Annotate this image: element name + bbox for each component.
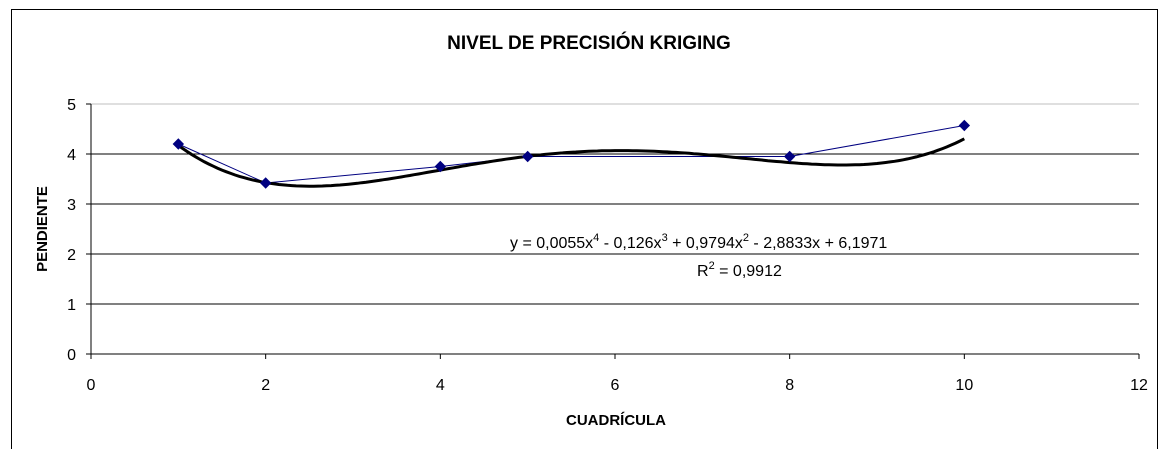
eq-part-2: - 0,126x (599, 235, 661, 252)
gridlines (91, 103, 1139, 305)
x-tick-label-12: 12 (1130, 377, 1148, 394)
eq-exp-3: 2 (743, 232, 749, 244)
x-tick-label-10: 10 (955, 377, 973, 394)
axes (86, 103, 1140, 359)
data-point-1 (172, 138, 185, 150)
y-tick-label-4: 4 (67, 147, 76, 164)
r2-suffix: = 0,9912 (715, 263, 782, 280)
eq-exp-2: 3 (662, 232, 668, 244)
trendline-path (177, 137, 965, 188)
data-point-10 (958, 119, 971, 132)
y-tick-label-3: 3 (67, 197, 76, 214)
chart-frame (11, 9, 1158, 449)
r2-prefix: R (697, 263, 709, 280)
data-point-5 (521, 150, 534, 163)
x-tick-label-4: 4 (436, 377, 445, 394)
x-tick-label-0: 0 (87, 377, 96, 394)
eq-part-1: y = 0,0055x (510, 235, 593, 252)
trendline-equation: y = 0,0055x4 - 0,126x3 + 0,9794x2 - 2,88… (510, 232, 887, 252)
x-tick-label-8: 8 (785, 377, 794, 394)
markers (172, 119, 971, 189)
eq-part-3: + 0,9794x (668, 235, 743, 252)
y-tick-label-2: 2 (67, 247, 76, 264)
data-point-2 (259, 177, 272, 189)
chart-title: NIVEL DE PRECISIÓN KRIGING (447, 32, 731, 54)
x-axis-title: CUADRÍCULA (566, 412, 666, 429)
trendline (177, 137, 965, 188)
r-squared-label: R2 = 0,9912 (697, 260, 782, 280)
y-tick-label-5: 5 (67, 97, 76, 114)
eq-part-4: - 2,8833x + 6,1971 (749, 235, 887, 252)
y-tick-label-1: 1 (67, 297, 76, 314)
eq-exp-1: 4 (593, 232, 599, 244)
y-axis-title: PENDIENTE (34, 186, 51, 272)
data-point-8 (783, 150, 796, 163)
data-point-4 (434, 160, 447, 173)
x-tick-label-6: 6 (611, 377, 620, 394)
x-tick-label-2: 2 (261, 377, 270, 394)
r2-exp: 2 (709, 260, 715, 272)
y-tick-label-0: 0 (67, 347, 76, 364)
